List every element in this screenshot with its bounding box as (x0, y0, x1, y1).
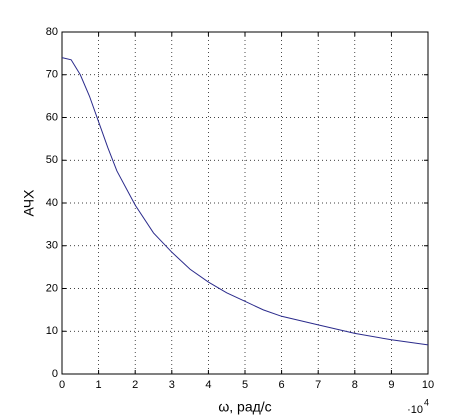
y-tick-label: 50 (46, 154, 58, 166)
y-tick-label: 20 (46, 282, 58, 294)
y-tick-label: 70 (46, 69, 58, 81)
x-tick-label: 6 (279, 379, 285, 391)
x-tick-label: 10 (422, 379, 434, 391)
x-tick-label: 3 (169, 379, 175, 391)
x-scale-exponent: 4 (424, 397, 429, 407)
y-tick-label: 10 (46, 325, 58, 337)
x-tick-label: 0 (59, 379, 65, 391)
y-tick-label: 40 (46, 197, 58, 209)
x-tick-label: 9 (388, 379, 394, 391)
y-tick-label: 60 (46, 111, 58, 123)
y-tick-label: 80 (46, 26, 58, 38)
plot-box (61, 31, 429, 375)
data-line (61, 57, 429, 346)
y-tick-label: 0 (52, 368, 58, 380)
x-tick-label: 1 (96, 379, 102, 391)
x-tick-label: 5 (242, 379, 248, 391)
y-axis-label: АЧХ (21, 189, 37, 217)
y-tick-label: 30 (46, 240, 58, 252)
x-tick-label: 7 (315, 379, 321, 391)
x-tick-label: 4 (205, 379, 211, 391)
x-scale-base: ·10 (407, 404, 423, 416)
x-axis-label: ω, рад/с (218, 399, 271, 415)
x-tick-label: 8 (352, 379, 358, 391)
x-tick-label: 2 (132, 379, 138, 391)
